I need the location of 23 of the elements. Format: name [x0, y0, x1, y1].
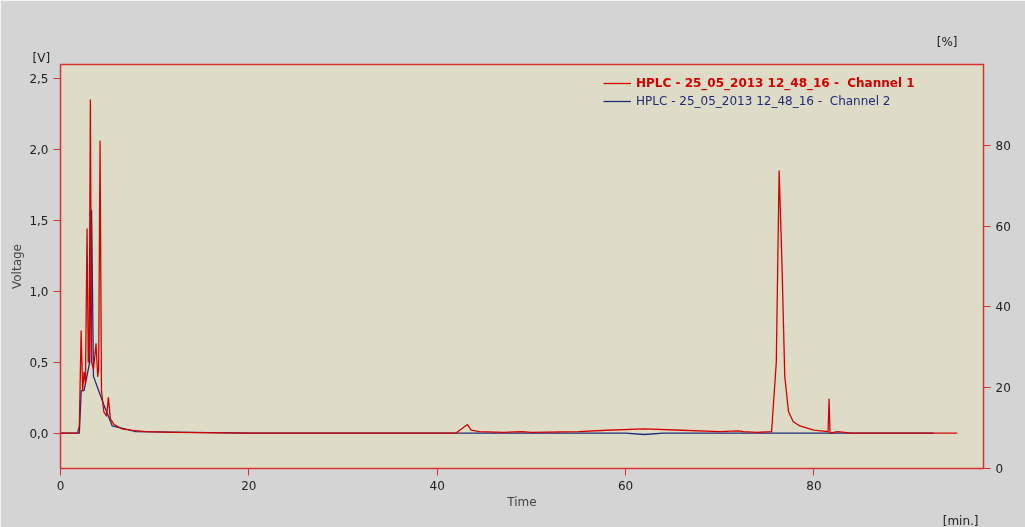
y-tick-label: 1,0 [29, 284, 49, 299]
x-tick-label: 20 [241, 478, 257, 493]
x-tick-label: 80 [806, 478, 822, 493]
text: [V] [32, 50, 51, 65]
y-tick-label: 0,5 [29, 355, 49, 370]
x-axis-title: Time [506, 494, 537, 509]
text: [%] [936, 34, 958, 49]
y-tick-label: 2,0 [29, 143, 49, 158]
y2-tick-label: 80 [995, 138, 1011, 153]
y-axis-title: Voltage [10, 243, 25, 290]
legend-label: HPLC - 25_05_2013 12_48_16 - Channel 1 [636, 76, 915, 90]
x-tick-label: 40 [429, 478, 445, 493]
x-tick-label: 0 [56, 478, 65, 493]
y-tick-label: 0,0 [29, 426, 49, 441]
text: [min.] [942, 513, 979, 527]
y2-tick-label: 60 [995, 219, 1011, 234]
legend-label: HPLC - 25_05_2013 12_48_16 - Channel 2 [636, 94, 891, 108]
x-tick-label: 60 [617, 478, 634, 493]
y-tick-label: 2,5 [29, 72, 49, 87]
y2-tick-label: 0 [995, 462, 1004, 476]
y2-tick-label: 40 [995, 300, 1011, 315]
y-tick-label: 1,5 [29, 213, 49, 228]
y2-tick-label: 20 [995, 381, 1011, 396]
